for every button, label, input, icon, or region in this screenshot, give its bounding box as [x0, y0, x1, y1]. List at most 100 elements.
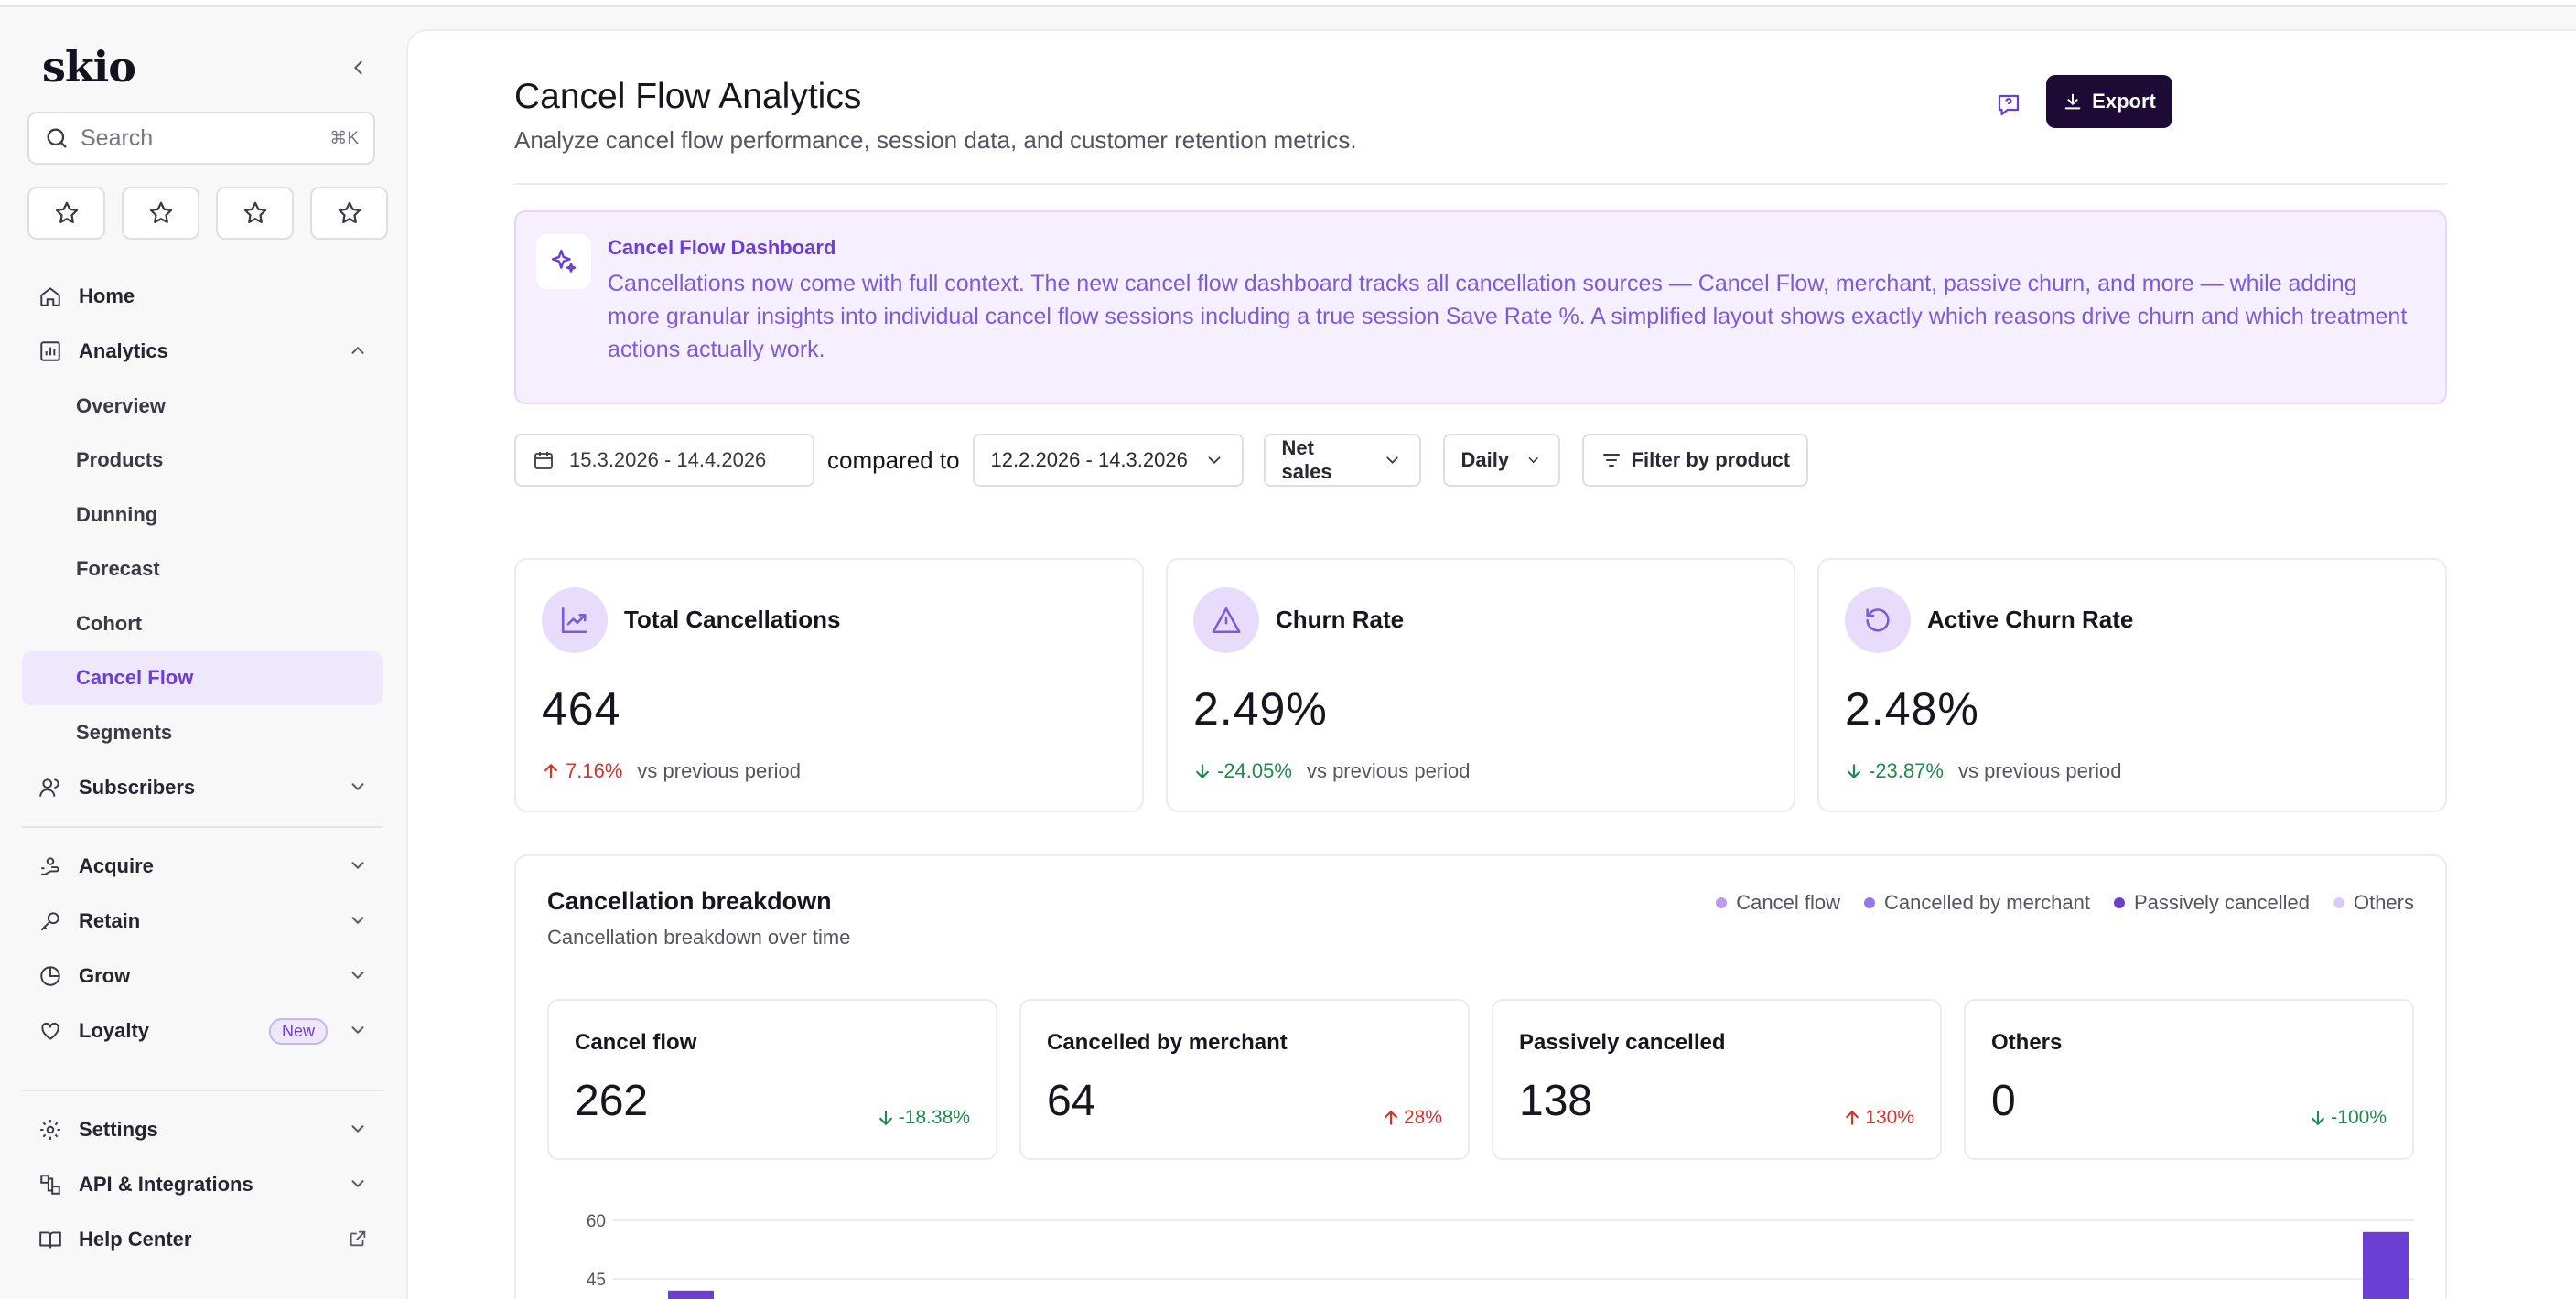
sidebar-item-analytics[interactable]: Analytics — [22, 324, 383, 379]
breakdown-subtitle: Cancellation breakdown over time — [547, 926, 851, 949]
granularity-select[interactable]: Daily — [1442, 434, 1560, 487]
breakdown-card-change: -18.38% — [877, 1107, 970, 1129]
warning-icon — [1193, 587, 1259, 653]
export-label: Export — [2092, 90, 2156, 113]
date-range-value: 15.3.2026 - 14.4.2026 — [569, 448, 767, 471]
sidebar-item-label: API & Integrations — [79, 1172, 253, 1196]
stat-change-value: -24.05% — [1217, 759, 1292, 782]
export-button[interactable]: Export — [2046, 75, 2172, 128]
sidebar-item-label: Loyalty — [79, 1018, 150, 1042]
feedback-button[interactable] — [1989, 86, 2028, 124]
heart-icon — [37, 1017, 64, 1045]
breakdown-card-label: Cancelled by merchant — [1047, 1030, 1288, 1055]
breakdown-card-cancelled-by-merchant: Cancelled by merchant 64 28% — [1019, 999, 1470, 1160]
sidebar-item-dunning[interactable]: Dunning — [76, 502, 158, 526]
favorite-slot-4[interactable] — [310, 187, 388, 240]
chart-y-tick: 60 — [587, 1212, 606, 1231]
sidebar-item-home[interactable]: Home — [22, 269, 383, 324]
arrow-up-icon — [1846, 1110, 1859, 1125]
favorites-row — [27, 187, 388, 240]
header-divider — [514, 183, 2447, 185]
users-icon — [37, 774, 64, 801]
sidebar-item-cohort[interactable]: Cohort — [76, 611, 143, 635]
chevron-down-icon — [351, 1179, 364, 1187]
stat-change-value: 7.16% — [566, 759, 623, 782]
sidebar-item-settings[interactable]: Settings — [22, 1102, 383, 1157]
app-logo[interactable]: skio — [42, 42, 136, 91]
breakdown-card-change: 28% — [1382, 1107, 1442, 1129]
collapse-sidebar-button[interactable] — [346, 55, 372, 81]
legend-label: Others — [2353, 891, 2414, 914]
sidebar-item-label: Grow — [79, 963, 131, 987]
stat-value: 464 — [542, 683, 621, 735]
stat-card-total-cancellations: Total Cancellations 464 7.16% vs previou… — [514, 558, 1144, 812]
star-icon — [55, 201, 78, 223]
sidebar-item-segments[interactable]: Segments — [76, 720, 173, 744]
date-range-picker[interactable]: 15.3.2026 - 14.4.2026 — [514, 434, 814, 487]
favorite-slot-1[interactable] — [27, 187, 105, 240]
breakdown-card-change-value: 130% — [1865, 1107, 1914, 1128]
sidebar-item-retain[interactable]: Retain — [22, 894, 383, 949]
stat-label: Churn Rate — [1276, 606, 1405, 633]
home-icon — [37, 283, 64, 310]
sidebar-item-label: Subscribers — [79, 775, 196, 799]
search-input[interactable]: Search ⌘K — [27, 112, 375, 165]
legend-item-passively-cancelled[interactable]: Passively cancelled — [2113, 891, 2310, 915]
metric-select[interactable]: Net sales — [1263, 434, 1421, 487]
sidebar-item-forecast[interactable]: Forecast — [76, 557, 160, 581]
stat-change-caption: vs previous period — [1306, 759, 1471, 782]
chart-bar[interactable] — [2363, 1231, 2409, 1299]
banner-text: Cancellations now come with full context… — [608, 271, 2408, 362]
breakdown-card-label: Passively cancelled — [1519, 1030, 1726, 1055]
sidebar-item-products[interactable]: Products — [76, 448, 164, 472]
sidebar-item-loyalty[interactable]: Loyalty New — [22, 1004, 383, 1058]
breakdown-title: Cancellation breakdown — [547, 887, 832, 915]
favorite-slot-2[interactable] — [122, 187, 199, 240]
legend-label: Cancel flow — [1736, 891, 1840, 914]
chart-bar[interactable] — [668, 1290, 714, 1299]
new-badge: New — [268, 1017, 328, 1045]
acquire-icon — [37, 853, 64, 880]
sidebar-item-overview[interactable]: Overview — [76, 393, 166, 417]
legend-dot — [1716, 897, 1728, 908]
top-border — [0, 0, 2576, 7]
sidebar-item-label: Retain — [79, 908, 141, 932]
banner-title: Cancel Flow Dashboard — [608, 236, 836, 259]
breakdown-card-others: Others 0 -100% — [1964, 999, 2414, 1160]
chevron-down-icon — [351, 861, 364, 869]
sidebar-item-grow[interactable]: Grow — [22, 949, 383, 1004]
legend-item-cancel-flow[interactable]: Cancel flow — [1716, 891, 1840, 915]
chart-legend: Cancel flow Cancelled by merchant Passiv… — [1716, 891, 2414, 915]
chevron-down-icon — [351, 1025, 364, 1034]
rotate-icon — [1845, 587, 1911, 653]
sparkle-icon — [536, 234, 591, 289]
legend-item-cancelled-by-merchant[interactable]: Cancelled by merchant — [1863, 891, 2090, 915]
legend-item-others[interactable]: Others — [2333, 891, 2414, 915]
arrow-down-icon — [1196, 764, 1209, 779]
filter-by-product-button[interactable]: Filter by product — [1581, 434, 1809, 487]
help-message-icon — [1998, 94, 2020, 116]
nav-overflow-hint — [22, 1058, 383, 1079]
legend-dot — [2113, 897, 2125, 908]
sidebar-item-cancel-flow[interactable]: Cancel Flow — [22, 650, 383, 705]
book-icon — [37, 1226, 64, 1253]
chevron-down-icon — [1208, 456, 1221, 465]
sidebar-item-acquire[interactable]: Acquire — [22, 839, 383, 894]
breakdown-card-cancel-flow: Cancel flow 262 -18.38% — [547, 999, 997, 1160]
download-icon — [2064, 93, 2081, 110]
compare-range-picker[interactable]: 12.2.2026 - 14.3.2026 — [972, 434, 1244, 487]
breakdown-card-value: 64 — [1047, 1077, 1096, 1125]
sidebar-item-label: Help Center — [79, 1227, 192, 1251]
star-icon — [338, 201, 361, 223]
sidebar-item-help-center[interactable]: Help Center — [22, 1212, 383, 1267]
main-panel: Cancel Flow Analytics Analyze cancel flo… — [406, 29, 2576, 1299]
sidebar-item-subscribers[interactable]: Subscribers — [22, 760, 383, 815]
page-subtitle: Analyze cancel flow performance, session… — [514, 126, 1357, 154]
chevron-down-icon — [351, 916, 364, 924]
sidebar-item-label: Settings — [79, 1117, 158, 1141]
sidebar-item-label: Acquire — [79, 853, 154, 877]
stat-card-churn-rate: Churn Rate 2.49% -24.05% vs previous per… — [1166, 558, 1795, 812]
favorite-slot-3[interactable] — [216, 187, 294, 240]
sidebar-item-api-integrations[interactable]: API & Integrations — [22, 1157, 383, 1212]
stat-label: Active Churn Rate — [1927, 606, 2134, 633]
